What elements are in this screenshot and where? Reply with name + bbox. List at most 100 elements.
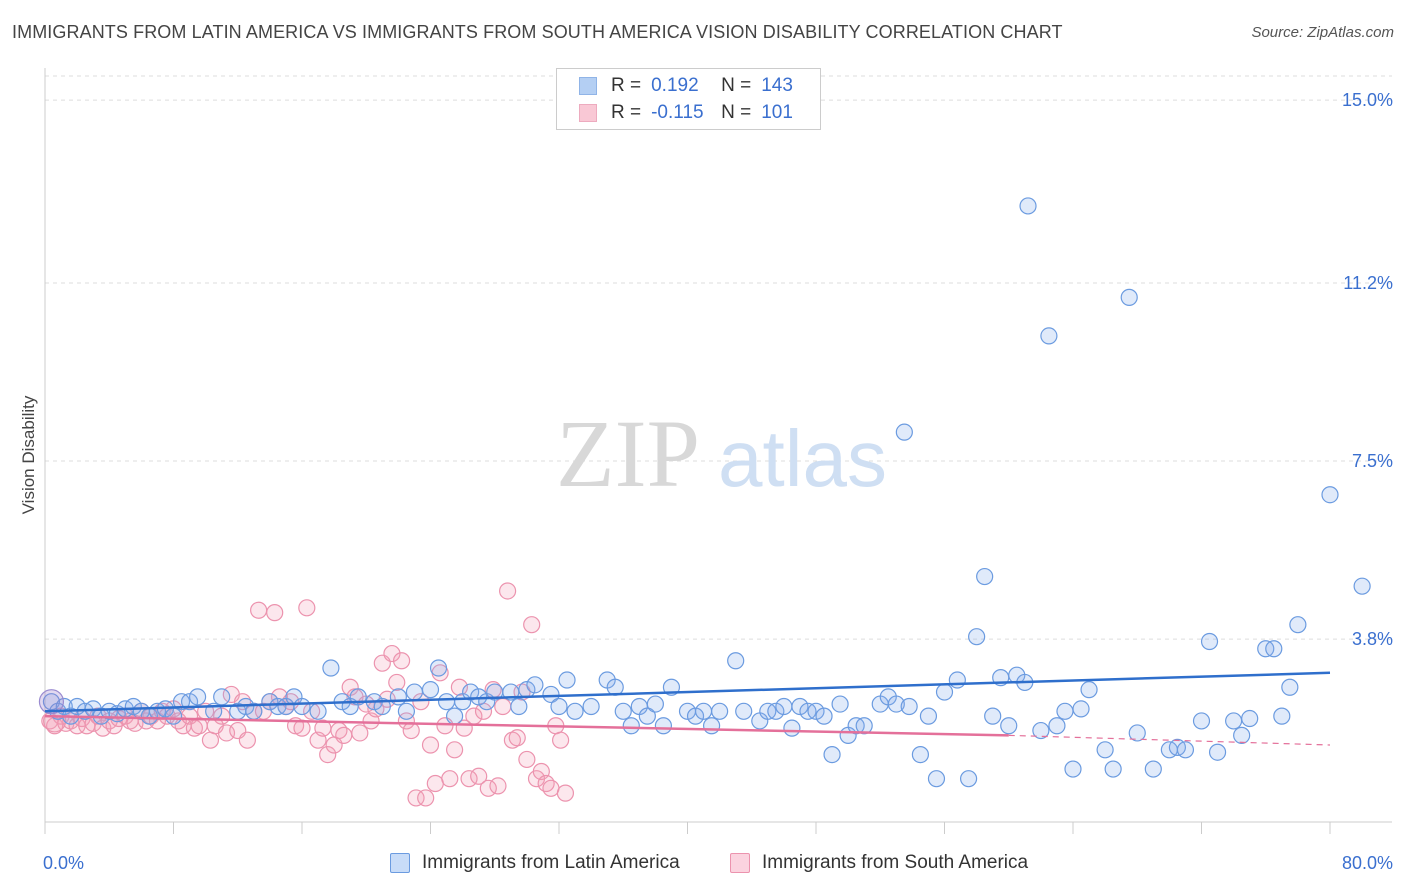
latin-america-point — [1120, 288, 1138, 306]
trend-line-south-america — [44, 714, 1009, 737]
south-america-point — [335, 726, 353, 744]
latin-america-point — [188, 688, 207, 706]
latin-america-point — [1281, 678, 1299, 696]
south-america-point — [518, 750, 536, 769]
south-america-point — [201, 731, 220, 749]
latin-america-point — [429, 659, 448, 677]
latin-america-point — [1200, 632, 1219, 651]
south-america-point — [351, 724, 369, 742]
south-america-point — [508, 729, 526, 747]
south-america-point — [417, 789, 435, 807]
y-tick-label-0: 3.8% — [1352, 629, 1393, 649]
y-axis-label: Vision Disability — [19, 395, 38, 514]
south-america-point — [542, 779, 560, 797]
r-label: R = — [611, 102, 642, 123]
latin-america-point — [1032, 721, 1050, 740]
series-latin-america — [38, 197, 1371, 788]
y-tick-label-1: 7.5% — [1352, 451, 1393, 471]
latin-america-point — [686, 707, 705, 725]
latin-america-point — [1104, 760, 1122, 778]
latin-america-point — [823, 746, 841, 764]
latin-america-point — [791, 697, 809, 716]
latin-america-point — [293, 697, 311, 716]
latin-america-point — [735, 702, 753, 720]
latin-america-point — [927, 770, 946, 788]
latin-america-point — [815, 707, 833, 725]
n-value: 143 — [761, 75, 793, 96]
legend-swatch-south-america — [730, 853, 750, 873]
legend-item-latin-america[interactable]: Immigrants from Latin America — [390, 852, 680, 874]
watermark: ZIP atlas — [556, 400, 887, 507]
latin-america-point — [309, 702, 327, 720]
latin-america-point — [1040, 327, 1058, 345]
source-label: Source: ZipAtlas.com — [1251, 24, 1394, 41]
legend-item-south-america[interactable]: Immigrants from South America — [730, 852, 1028, 874]
south-america-point — [494, 697, 512, 716]
watermark-atlas: atlas — [718, 414, 887, 503]
south-america-point — [523, 616, 541, 634]
latin-america-point — [694, 702, 713, 720]
south-america-point — [319, 746, 337, 764]
latin-america-point — [42, 693, 61, 711]
latin-america-point — [1192, 712, 1211, 730]
south-america-point — [412, 693, 430, 711]
latin-america-point — [968, 628, 986, 646]
south-america-point — [392, 652, 411, 670]
south-america-point — [499, 582, 517, 600]
south-america-point — [402, 721, 420, 740]
latin-america-point — [911, 746, 930, 764]
south-america-point — [169, 712, 187, 730]
latin-america-point — [887, 695, 905, 713]
latin-america-point — [702, 717, 721, 735]
latin-america-point — [984, 707, 1002, 725]
latin-america-point — [1096, 741, 1114, 759]
latin-america-point — [775, 697, 793, 716]
latin-america-point — [935, 683, 954, 701]
grid-layer — [45, 75, 1392, 640]
south-america-point — [388, 673, 406, 692]
legend-swatch-south-america — [579, 104, 597, 122]
latin-america-point — [959, 770, 978, 788]
latin-america-point — [727, 652, 745, 670]
south-america-point — [421, 736, 440, 754]
latin-america-point — [654, 717, 673, 735]
legend-label: Immigrants from South America — [762, 852, 1029, 873]
south-america-point — [552, 731, 570, 749]
latin-america-point — [807, 702, 825, 720]
watermark-zip: ZIP — [556, 400, 700, 507]
series-legend: Immigrants from Latin America Immigrants… — [0, 850, 1406, 880]
legend-swatch-latin-america — [579, 77, 597, 95]
latin-america-point — [405, 683, 424, 701]
latin-america-point — [582, 697, 600, 716]
latin-america-point — [919, 707, 938, 725]
latin-america-point — [566, 702, 584, 720]
south-america-point — [556, 784, 575, 802]
south-america-point — [407, 789, 425, 807]
south-america-point — [298, 599, 316, 617]
south-america-point — [445, 741, 464, 759]
n-value: 101 — [761, 102, 793, 123]
n-label: N = — [721, 75, 752, 96]
chart-title: IMMIGRANTS FROM LATIN AMERICA VS IMMIGRA… — [12, 22, 1063, 42]
latin-america-point — [124, 697, 142, 716]
latin-america-point — [1128, 724, 1146, 742]
latin-america-point — [976, 567, 994, 586]
stats-legend-row-latin-america: R = 0.192 N = 143 — [579, 73, 793, 99]
r-value: 0.192 — [651, 75, 699, 96]
r-label: R = — [611, 75, 642, 96]
latin-america-point — [1000, 717, 1018, 735]
latin-america-point — [638, 707, 656, 725]
south-america-point — [148, 712, 167, 730]
south-america-point — [489, 777, 507, 795]
latin-america-point — [437, 693, 456, 711]
x-tick-label-max: 80.0% — [1342, 853, 1393, 873]
axis-labels: 3.8% 7.5% 11.2% 15.0% 0.0% 80.0% Vision Disabi… — [19, 90, 1393, 873]
latin-america-point — [1048, 717, 1066, 735]
latin-america-point — [646, 695, 664, 713]
latin-america-point — [1289, 616, 1307, 634]
latin-america-point — [1273, 707, 1291, 725]
latin-america-point — [558, 671, 576, 689]
latin-america-point — [831, 695, 849, 713]
south-america-point — [282, 693, 300, 711]
